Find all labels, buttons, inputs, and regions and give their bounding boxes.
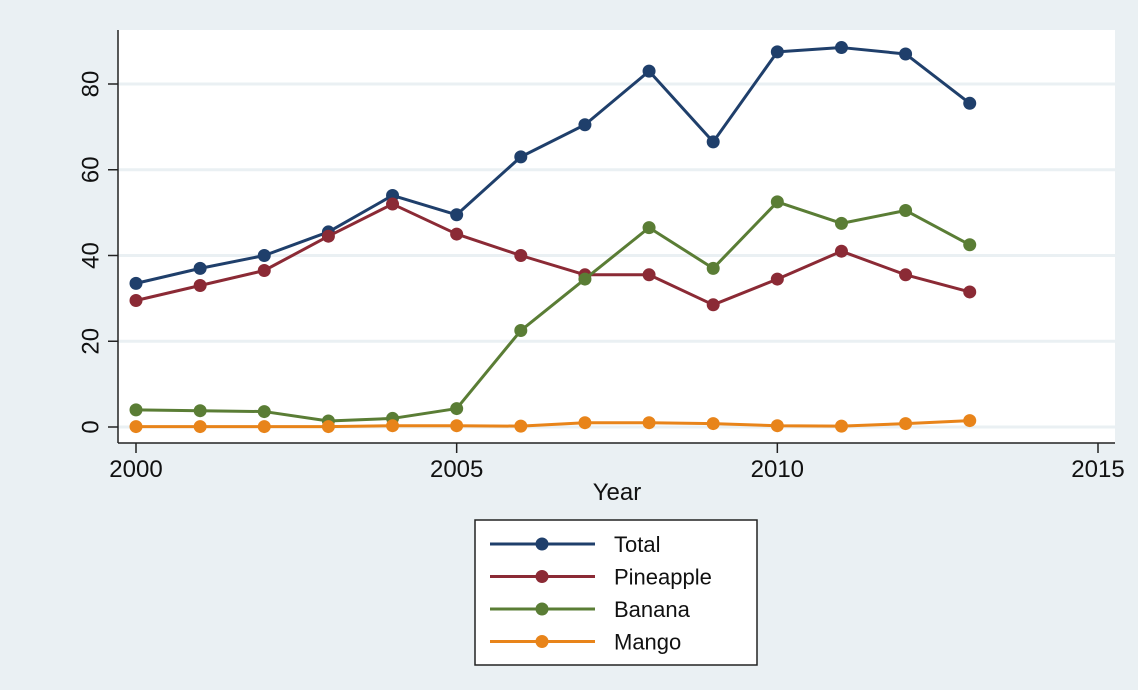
data-point xyxy=(706,417,720,431)
data-point xyxy=(450,208,464,222)
data-point xyxy=(899,417,913,431)
x-tick-label: 2010 xyxy=(751,456,804,483)
series-layer xyxy=(129,41,977,434)
legend-item: Mango xyxy=(490,630,681,655)
data-point xyxy=(129,276,143,290)
data-point xyxy=(193,404,207,418)
series-line xyxy=(135,202,971,307)
legend-marker xyxy=(535,635,549,648)
data-point xyxy=(642,221,656,235)
data-point xyxy=(899,203,913,217)
data-point xyxy=(514,150,528,164)
data-point xyxy=(963,285,977,299)
data-point xyxy=(899,47,913,61)
x-tick-label: 2005 xyxy=(430,456,483,483)
data-point xyxy=(514,419,528,433)
y-tick-label: 20 xyxy=(77,328,104,355)
data-point xyxy=(834,244,848,258)
data-point xyxy=(321,229,335,243)
data-point xyxy=(386,197,400,211)
data-point xyxy=(257,420,271,434)
x-tick-label: 2000 xyxy=(109,456,162,483)
data-point xyxy=(450,419,464,433)
x-axis-title: Year xyxy=(593,479,642,506)
data-point xyxy=(257,405,271,419)
axes: 0 20 40 60 80 2000 2005 2010 2015 xyxy=(77,30,1125,483)
data-point xyxy=(129,420,143,434)
data-point xyxy=(834,216,848,230)
data-point xyxy=(514,249,528,262)
legend-label: Mango xyxy=(614,630,681,655)
data-point xyxy=(578,272,592,286)
data-point xyxy=(450,227,464,241)
data-point xyxy=(706,261,720,275)
series-total xyxy=(129,41,977,290)
data-point xyxy=(834,419,848,433)
legend-marker xyxy=(535,602,549,616)
data-point xyxy=(770,419,784,433)
data-point xyxy=(450,402,464,416)
data-point xyxy=(642,416,656,430)
x-tick-label: 2015 xyxy=(1071,456,1124,483)
data-point xyxy=(770,195,784,209)
y-tick-label: 40 xyxy=(77,242,104,269)
data-point xyxy=(963,238,977,252)
series-line xyxy=(136,419,970,429)
legend-marker xyxy=(535,570,549,583)
data-point xyxy=(770,45,784,59)
data-point xyxy=(386,419,400,433)
data-point xyxy=(193,279,207,293)
legend-item: Pineapple xyxy=(490,565,712,590)
data-point xyxy=(193,261,207,275)
legend-label: Pineapple xyxy=(614,565,712,590)
series-line xyxy=(135,46,971,285)
y-tick-label: 0 xyxy=(77,420,104,433)
data-point xyxy=(578,416,592,430)
data-point xyxy=(770,272,784,286)
data-point xyxy=(257,264,271,278)
legend-item: Banana xyxy=(490,597,691,622)
data-point xyxy=(899,268,913,282)
y-tick-label: 60 xyxy=(77,156,104,183)
data-point xyxy=(321,420,335,434)
data-point xyxy=(578,118,592,132)
data-point xyxy=(706,135,720,149)
data-point xyxy=(129,403,143,417)
legend-label: Banana xyxy=(614,597,691,622)
plot-area xyxy=(118,30,1115,443)
series-line xyxy=(135,200,971,423)
data-point xyxy=(642,268,656,282)
data-point xyxy=(706,298,720,312)
data-point xyxy=(963,414,977,428)
legend-item: Total xyxy=(490,532,660,557)
series-pineapple xyxy=(129,197,977,312)
data-point xyxy=(193,420,207,434)
data-point xyxy=(129,294,143,308)
legend-marker xyxy=(535,537,549,551)
legend: Total Pineapple Banana Mango xyxy=(474,519,758,666)
data-point xyxy=(257,249,271,262)
y-tick-label: 80 xyxy=(77,71,104,98)
data-point xyxy=(642,64,656,78)
series-mango xyxy=(129,414,977,434)
data-point xyxy=(834,41,848,55)
data-point xyxy=(963,96,977,110)
data-point xyxy=(514,324,528,338)
legend-label: Total xyxy=(614,532,660,557)
